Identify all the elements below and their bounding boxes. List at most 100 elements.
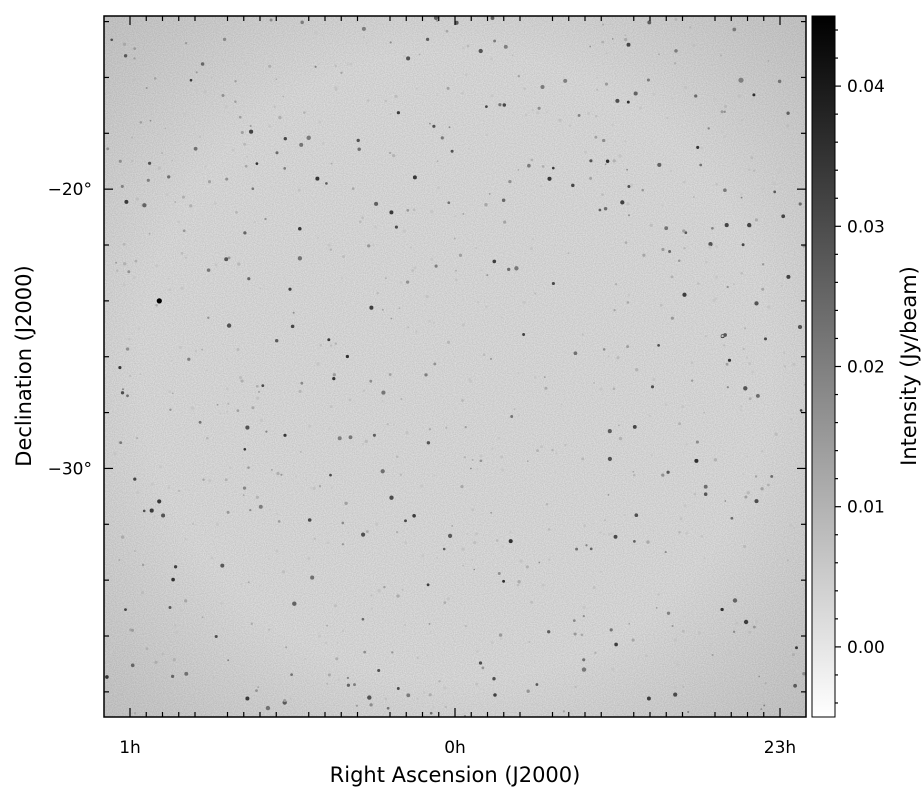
point-source	[670, 97, 674, 100]
point-source	[208, 479, 212, 483]
point-source	[783, 365, 787, 368]
point-source	[285, 646, 288, 649]
point-source	[227, 256, 231, 260]
point-source	[462, 212, 465, 215]
point-source	[426, 583, 430, 587]
point-source	[204, 165, 207, 168]
colorbar-tick-label: 0.02	[847, 358, 885, 378]
point-source	[739, 192, 743, 196]
point-source	[476, 300, 480, 304]
point-source	[767, 305, 771, 309]
point-source	[732, 27, 737, 32]
point-source	[772, 181, 776, 186]
point-source	[602, 138, 606, 143]
dec-tick-label: −30°	[48, 459, 92, 479]
point-source	[573, 632, 577, 636]
point-source	[568, 124, 572, 127]
point-source	[110, 38, 114, 42]
point-source	[207, 180, 212, 184]
point-source	[475, 532, 479, 536]
point-source	[594, 135, 598, 139]
point-source	[524, 113, 528, 117]
point-source	[305, 478, 307, 481]
point-source	[336, 641, 339, 644]
point-source	[517, 169, 520, 171]
point-source	[132, 276, 136, 280]
point-source	[258, 585, 261, 587]
point-source	[227, 659, 230, 662]
point-source	[604, 519, 606, 522]
point-source	[215, 522, 220, 527]
point-source	[392, 154, 396, 158]
point-source	[708, 245, 712, 249]
point-source	[361, 532, 366, 537]
point-source	[321, 141, 325, 145]
point-source	[362, 389, 366, 392]
point-source	[337, 678, 340, 681]
point-source	[447, 533, 453, 539]
point-source	[179, 609, 183, 613]
point-source	[168, 606, 172, 609]
point-source	[526, 460, 529, 462]
point-source	[446, 597, 451, 601]
point-source	[210, 556, 214, 560]
point-source	[298, 227, 302, 231]
point-source	[226, 410, 228, 413]
point-source	[485, 105, 488, 108]
point-source	[297, 188, 301, 192]
point-source	[742, 347, 745, 351]
point-source	[475, 682, 479, 686]
point-source	[303, 111, 306, 114]
point-source	[460, 485, 464, 489]
point-source	[395, 531, 399, 534]
point-source	[683, 85, 688, 90]
point-source	[777, 79, 782, 84]
point-source	[493, 39, 497, 43]
point-source	[440, 136, 444, 140]
point-source	[720, 130, 723, 133]
point-source	[150, 111, 153, 114]
point-source	[471, 508, 475, 512]
point-source	[679, 517, 683, 521]
point-source	[109, 650, 113, 654]
point-source	[356, 138, 360, 143]
point-source	[118, 559, 121, 561]
point-source	[430, 210, 434, 214]
point-source	[491, 447, 494, 450]
point-source	[614, 642, 618, 647]
point-source	[674, 17, 678, 21]
point-source	[171, 577, 175, 582]
point-source	[632, 424, 637, 429]
point-source	[723, 333, 727, 337]
point-source	[750, 156, 754, 160]
point-source	[659, 303, 663, 307]
point-source	[406, 209, 410, 212]
point-source	[618, 436, 623, 441]
point-source	[402, 229, 406, 233]
point-source	[641, 188, 644, 192]
point-source	[458, 253, 463, 257]
point-source	[214, 634, 218, 639]
point-source	[413, 266, 417, 270]
point-source	[464, 425, 467, 429]
point-source	[242, 486, 247, 490]
point-source	[652, 92, 656, 96]
point-source	[147, 168, 151, 172]
point-source	[329, 405, 333, 409]
point-source	[603, 206, 608, 211]
point-source	[115, 261, 118, 264]
point-source	[184, 256, 187, 259]
point-source	[308, 424, 312, 428]
point-source	[475, 650, 479, 653]
point-source	[391, 651, 394, 654]
point-source	[793, 526, 796, 530]
point-source	[424, 373, 428, 377]
point-source	[201, 348, 204, 351]
point-source	[613, 309, 616, 312]
point-source	[777, 170, 781, 174]
point-source	[478, 661, 483, 665]
point-source	[657, 593, 660, 596]
point-source	[589, 547, 593, 551]
point-source	[616, 356, 620, 360]
point-source	[648, 414, 651, 418]
